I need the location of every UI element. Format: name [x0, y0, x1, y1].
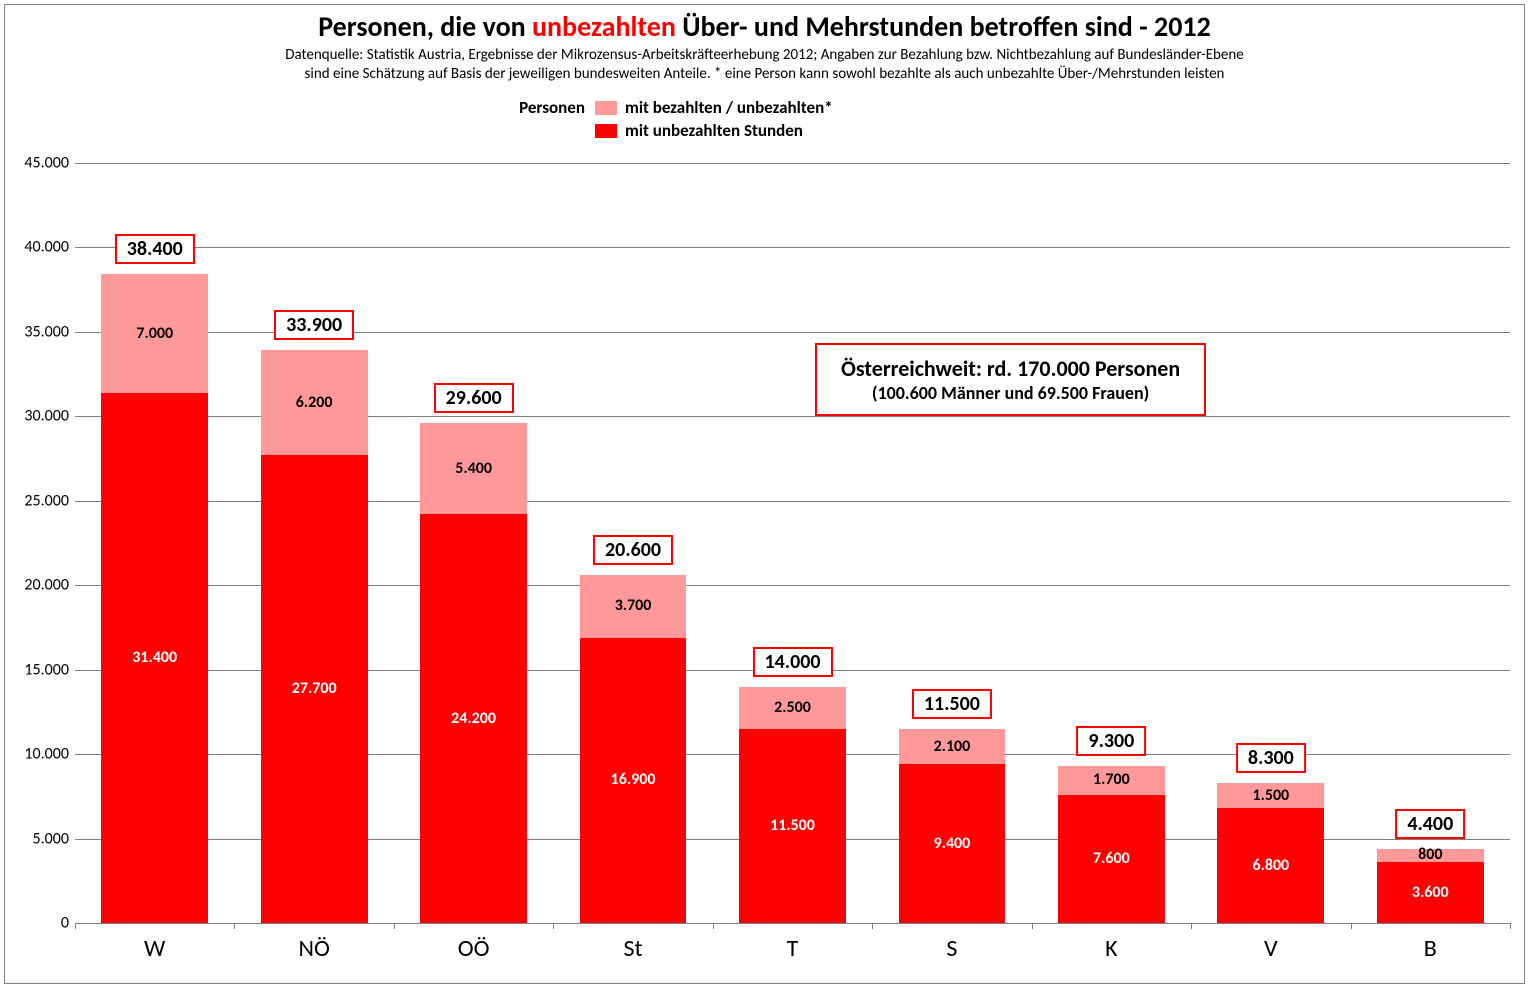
bar-group: 3.600800 — [1377, 849, 1484, 923]
plot-area: Österreichweit: rd. 170.000 Personen (10… — [75, 163, 1510, 923]
x-axis-tick — [553, 923, 554, 929]
x-axis-label: B — [1424, 934, 1437, 963]
x-axis-tick — [1191, 923, 1192, 929]
x-axis-label: W — [144, 934, 165, 963]
bar-total-box: 38.400 — [115, 234, 195, 264]
subtitle-line-1: Datenquelle: Statistik Austria, Ergebnis… — [5, 46, 1524, 65]
bar-group: 9.400 2.100 — [899, 729, 1006, 923]
bar-bottom-value: 6.800 — [1217, 856, 1324, 875]
grid-line — [75, 923, 1510, 924]
bar-top-value: 800 — [1377, 845, 1484, 864]
callout-line-1: Österreichweit: rd. 170.000 Personen — [841, 355, 1180, 382]
bar-bottom-value: 3.600 — [1377, 883, 1484, 902]
title-accent: unbezahlten — [532, 9, 676, 44]
bar-top-value: 3.700 — [580, 596, 687, 615]
chart-subtitle: Datenquelle: Statistik Austria, Ergebnis… — [5, 46, 1524, 84]
y-axis-tick-label: 15.000 — [13, 660, 69, 679]
grid-line — [75, 163, 1510, 164]
bar-group: 6.800 1.500 — [1217, 783, 1324, 923]
bar-total-box: 20.600 — [593, 535, 673, 565]
x-axis-label: St — [624, 934, 643, 963]
bar-total-box: 8.300 — [1236, 743, 1306, 773]
bar-bottom-value: 24.200 — [420, 709, 527, 728]
bar-top-value: 1.500 — [1217, 786, 1324, 805]
bar-total-box: 4.400 — [1395, 809, 1465, 839]
x-axis-tick — [1032, 923, 1033, 929]
bar-bottom-value: 9.400 — [899, 834, 1006, 853]
y-axis-tick-label: 25.000 — [13, 491, 69, 510]
grid-line — [75, 247, 1510, 248]
legend-label: Personen — [485, 97, 595, 118]
x-axis-tick — [1351, 923, 1352, 929]
bar-top-value: 6.200 — [261, 393, 368, 412]
bar-bottom-value: 31.400 — [101, 648, 208, 667]
chart-frame: Personen, die von unbezahlten Über- und … — [4, 4, 1525, 984]
x-axis-tick — [234, 923, 235, 929]
y-axis-tick-label: 0 — [13, 914, 69, 933]
y-axis-tick-label: 40.000 — [13, 238, 69, 257]
y-axis-tick-label: 10.000 — [13, 745, 69, 764]
chart-title: Personen, die von unbezahlten Über- und … — [5, 9, 1524, 44]
x-axis-label: T — [787, 934, 799, 963]
bar-group: 27.700 6.200 — [261, 350, 368, 923]
y-axis-tick-label: 20.000 — [13, 576, 69, 595]
x-axis-tick — [1510, 923, 1511, 929]
legend-swatch-paid-unpaid — [595, 101, 617, 115]
legend: Personen mit bezahlten / unbezahlten* mi… — [485, 97, 833, 143]
bar-bottom-value: 16.900 — [580, 770, 687, 789]
x-axis-label: V — [1264, 934, 1278, 963]
x-axis-tick — [713, 923, 714, 929]
bar-group: 24.200 5.400 — [420, 423, 527, 923]
x-axis-label: S — [946, 934, 957, 963]
x-axis-tick — [394, 923, 395, 929]
legend-swatch-unpaid — [595, 124, 617, 138]
bar-top-value: 5.400 — [420, 459, 527, 478]
y-axis-tick-label: 35.000 — [13, 322, 69, 341]
x-axis-label: K — [1105, 934, 1117, 963]
bar-bottom-value: 11.500 — [739, 816, 846, 835]
bar-total-box: 33.900 — [274, 310, 354, 340]
title-prefix: Personen, die von — [318, 9, 532, 44]
bar-group: 31.400 7.000 — [101, 274, 208, 923]
bar-bottom-value: 7.600 — [1058, 849, 1165, 868]
bar-top-value: 2.100 — [899, 737, 1006, 756]
bar-top-value: 2.500 — [739, 698, 846, 717]
legend-item-2: mit unbezahlten Stunden — [625, 120, 803, 141]
x-axis-label: OÖ — [458, 934, 490, 963]
bar-total-box: 14.000 — [752, 647, 832, 677]
x-axis-tick — [872, 923, 873, 929]
callout-line-2: (100.600 Männer und 69.500 Frauen) — [841, 382, 1180, 404]
summary-callout: Österreichweit: rd. 170.000 Personen (10… — [815, 343, 1206, 416]
x-axis-tick — [75, 923, 76, 929]
x-axis-label: NÖ — [298, 934, 329, 963]
y-axis-tick-label: 30.000 — [13, 407, 69, 426]
bar-group: 11.500 2.500 — [739, 687, 846, 923]
bar-total-box: 29.600 — [434, 383, 514, 413]
bar-top-value: 1.700 — [1058, 770, 1165, 789]
legend-item-1: mit bezahlten / unbezahlten* — [625, 97, 833, 118]
subtitle-line-2: sind eine Schätzung auf Basis der jeweil… — [5, 65, 1524, 84]
bar-group: 16.900 3.700 — [580, 575, 687, 923]
bar-total-box: 9.300 — [1076, 726, 1146, 756]
title-suffix: Über- und Mehrstunden betroffen sind - 2… — [676, 9, 1211, 44]
y-axis-tick-label: 45.000 — [13, 154, 69, 173]
bar-group: 7.600 1.700 — [1058, 766, 1165, 923]
bar-bottom-value: 27.700 — [261, 679, 368, 698]
bar-total-box: 11.500 — [912, 689, 992, 719]
y-axis-tick-label: 5.000 — [13, 829, 69, 848]
bar-top-value: 7.000 — [101, 324, 208, 343]
